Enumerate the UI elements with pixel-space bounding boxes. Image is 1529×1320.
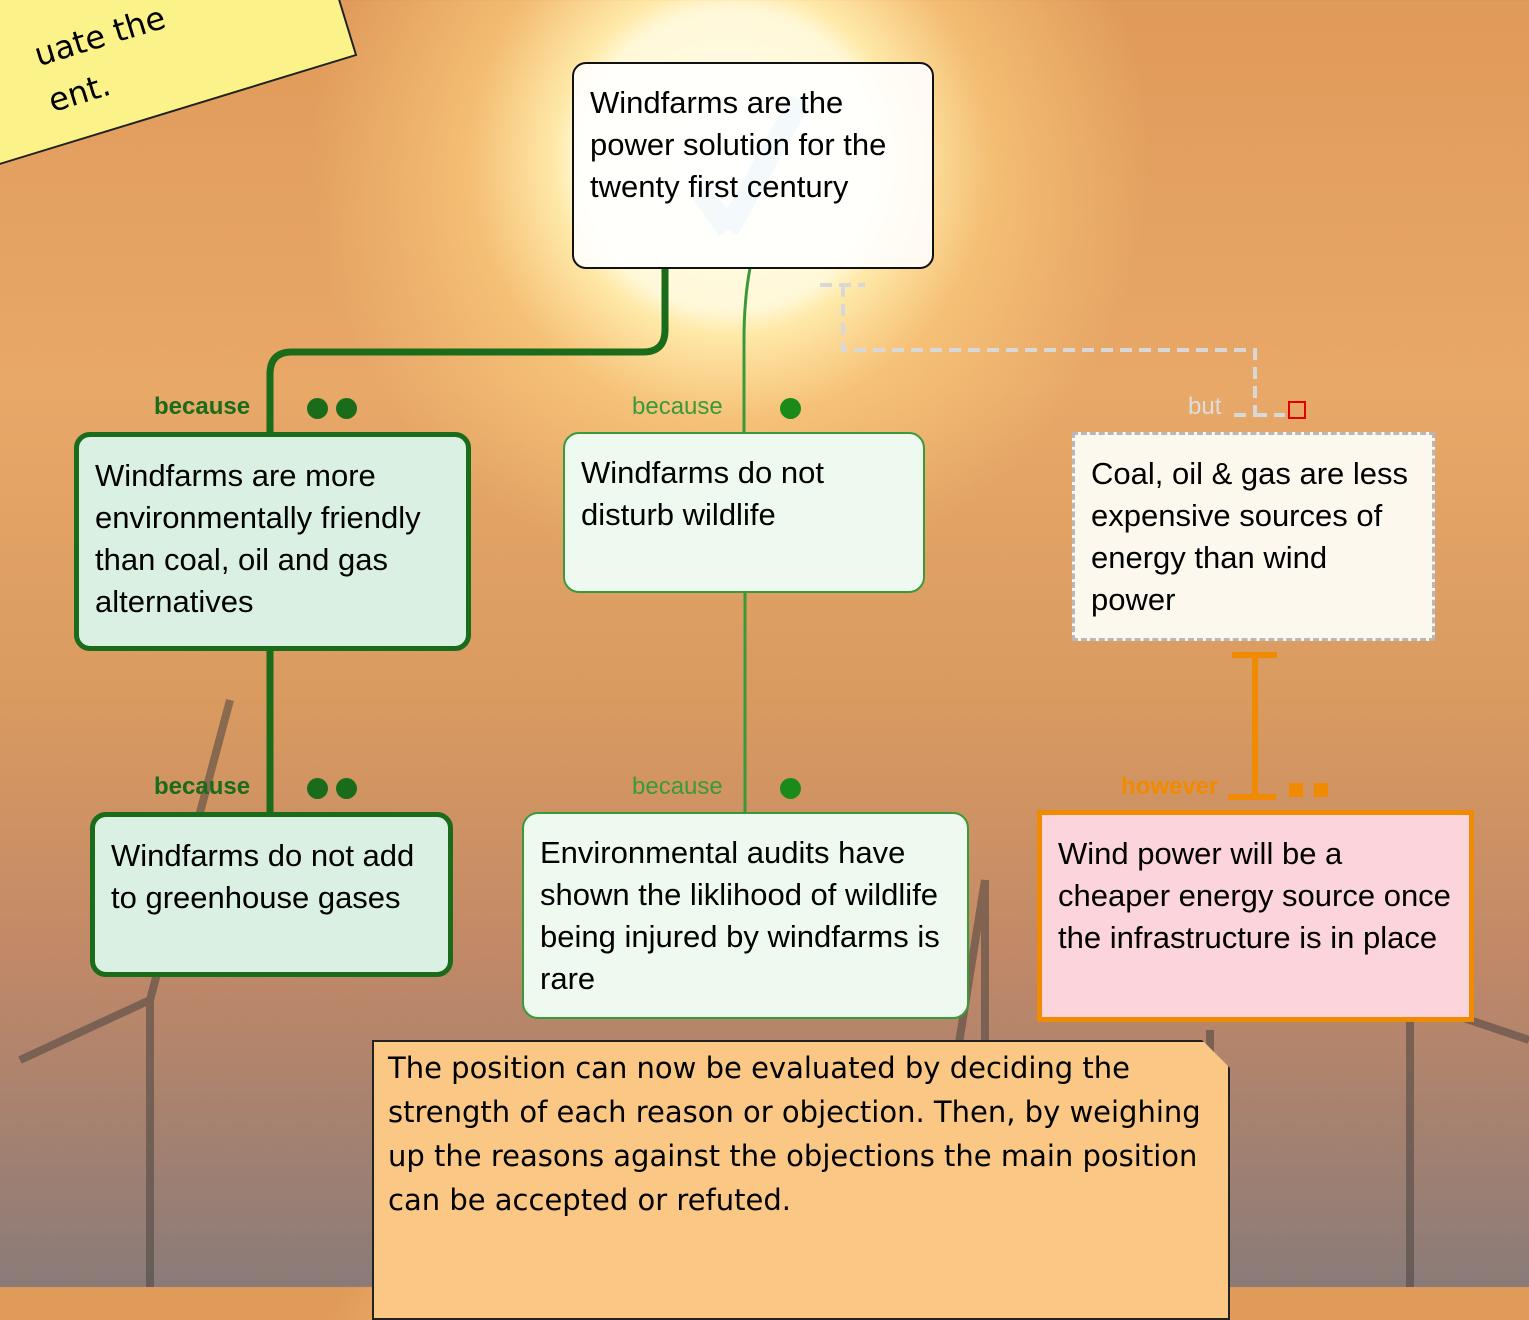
note: The position can now be evaluated by dec…: [372, 1040, 1230, 1320]
strength: [336, 398, 357, 419]
connector-label: because: [632, 393, 723, 421]
connector: [744, 268, 750, 432]
note-text: The position can now be evaluated by dec…: [388, 1042, 1214, 1222]
reason-box[interactable]: Windfarms do not add to greenhouse gases: [90, 812, 453, 977]
claim-box[interactable]: Windfarms are the power solution for the…: [572, 62, 934, 269]
connector-label: but: [1188, 393, 1221, 421]
strength: [336, 778, 357, 799]
connector-label: because: [632, 773, 723, 801]
page: uate the ent. Windfarms are the power so…: [0, 0, 1529, 1287]
strength: [1289, 402, 1305, 418]
strength: [1289, 783, 1303, 797]
connector-label: because: [154, 773, 250, 801]
connector-label: however: [1121, 773, 1218, 801]
connector: [1228, 655, 1277, 797]
reason-box[interactable]: Environmental audits have shown the likl…: [522, 812, 969, 1019]
strength: [307, 778, 328, 799]
connector-label: because: [154, 393, 250, 421]
rebuttal-box[interactable]: Wind power will be a cheaper energy sour…: [1037, 810, 1474, 1022]
strength: [780, 398, 801, 419]
connector: [270, 268, 665, 432]
reason-box[interactable]: Windfarms are more environmentally frien…: [74, 432, 471, 651]
strength: [1314, 783, 1328, 797]
strength: [307, 398, 328, 419]
objection-box[interactable]: Coal, oil & gas are less expensive sourc…: [1072, 432, 1435, 641]
reason-box[interactable]: Windfarms do not disturb wildlife: [563, 432, 925, 593]
strength: [780, 778, 801, 799]
